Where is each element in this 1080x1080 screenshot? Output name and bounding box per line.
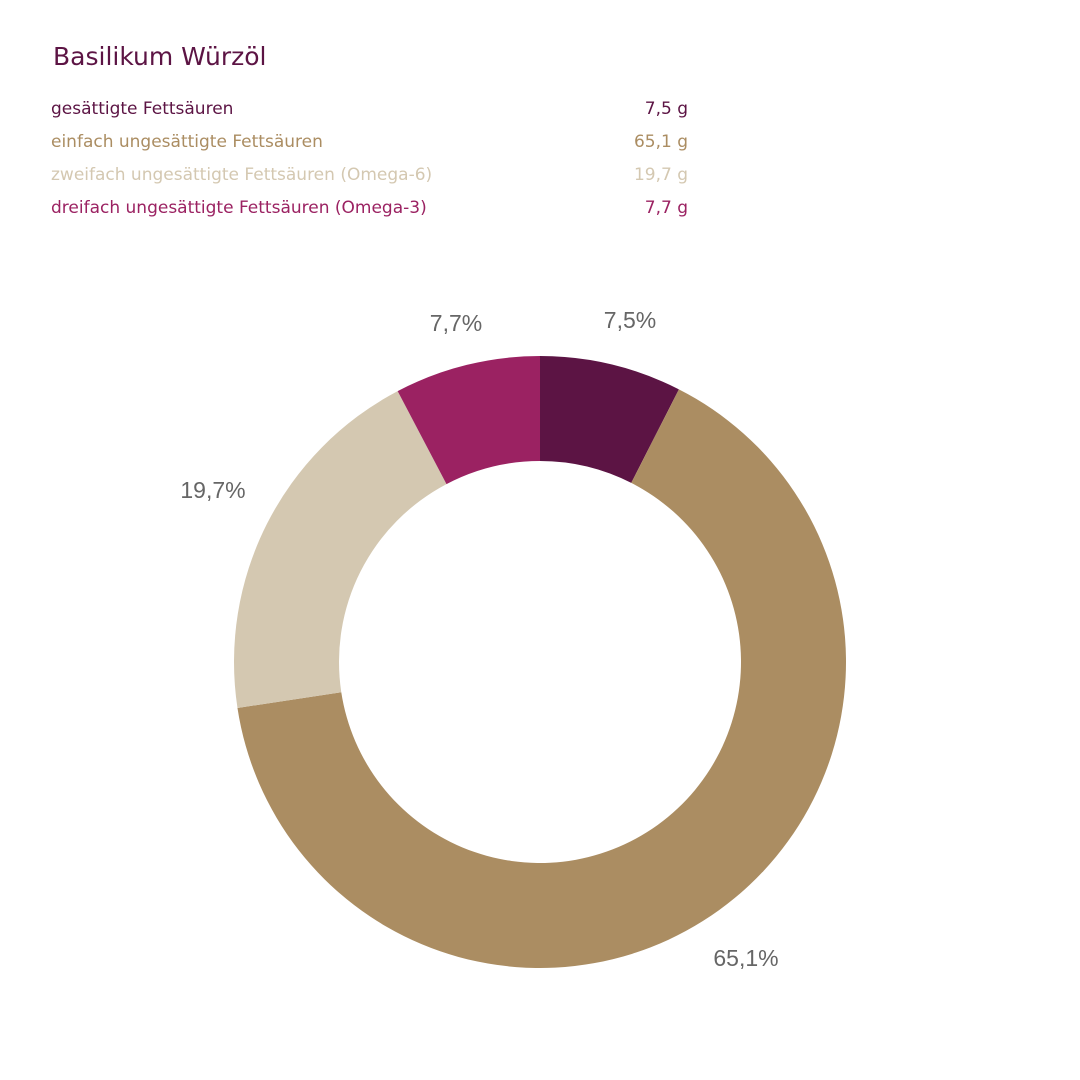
legend-label: einfach ungesättigte Fettsäuren [51, 132, 323, 152]
legend: gesättigte Fettsäuren 7,5 g einfach unge… [51, 96, 688, 228]
chart-title: Basilikum Würzöl [53, 42, 267, 71]
data-label-monounsaturated: 65,1% [713, 945, 778, 971]
legend-item-saturated: gesättigte Fettsäuren 7,5 g [51, 96, 688, 129]
legend-item-monounsaturated: einfach ungesättigte Fettsäuren 65,1 g [51, 129, 688, 162]
slice-omega6 [233, 391, 447, 708]
data-label-omega3: 7,7% [430, 310, 482, 336]
legend-value: 7,5 g [644, 99, 688, 119]
legend-value: 19,7 g [633, 165, 688, 185]
slice-saturated [540, 356, 679, 483]
data-label-saturated: 7,5% [604, 307, 656, 333]
legend-value: 65,1 g [633, 132, 688, 152]
legend-label: dreifach ungesättigte Fettsäuren (Omega-… [51, 198, 427, 218]
donut-slices [233, 356, 847, 968]
slice-omega3 [397, 356, 540, 485]
legend-item-omega6: zweifach ungesättigte Fettsäuren (Omega-… [51, 162, 688, 195]
slice-monounsaturated [237, 389, 847, 968]
legend-value: 7,7 g [644, 198, 688, 218]
legend-label: zweifach ungesättigte Fettsäuren (Omega-… [51, 165, 433, 185]
legend-item-omega3: dreifach ungesättigte Fettsäuren (Omega-… [51, 195, 688, 228]
data-label-omega6: 19,7% [180, 477, 245, 503]
legend-label: gesättigte Fettsäuren [51, 99, 234, 119]
